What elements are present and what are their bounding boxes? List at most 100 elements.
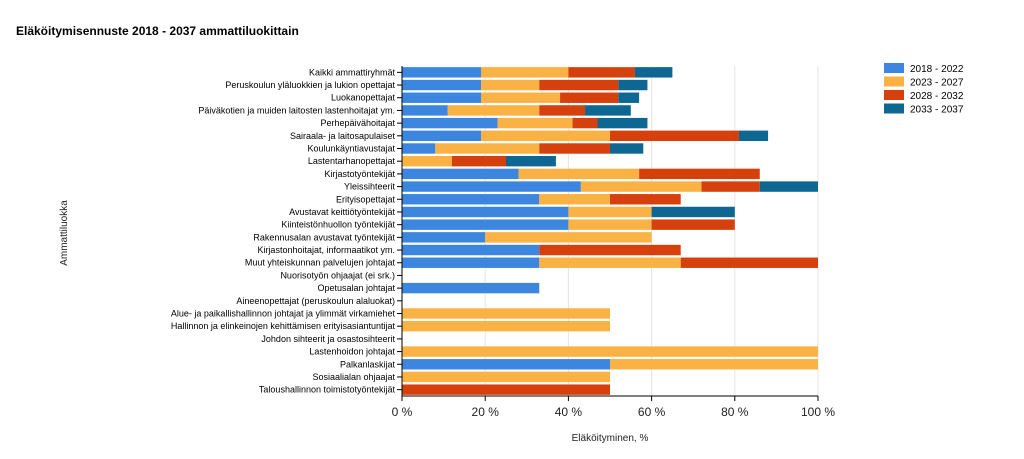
legend-swatch xyxy=(884,76,904,87)
category-label: Avustavat keittiötyöntekijät xyxy=(289,207,395,217)
legend-label: 2023 - 2027 xyxy=(910,78,964,89)
bar-segment xyxy=(402,282,540,294)
bar-segment xyxy=(402,130,482,142)
bar-segment xyxy=(485,232,652,243)
bar-segment xyxy=(580,181,702,192)
bar-segment xyxy=(402,92,482,103)
bar-segment xyxy=(402,155,452,167)
bar-segment xyxy=(568,67,635,78)
bar-segment xyxy=(402,371,610,383)
category-label: Päiväkotien ja muiden laitosten lastenho… xyxy=(198,105,395,115)
category-label: Sosiaalialan ohjaajat xyxy=(312,372,395,382)
category-label: Aineenopettajat (peruskoulun alaluokat) xyxy=(236,296,395,306)
bar-segment xyxy=(402,219,569,230)
bar-segment xyxy=(759,181,818,192)
bar-segment xyxy=(402,105,448,116)
bar-segment xyxy=(610,194,681,205)
category-label: Lastenhoidon johtajat xyxy=(309,347,395,357)
category-label: Yleissihteerit xyxy=(344,182,396,192)
x-tick-label: 0 % xyxy=(392,405,413,419)
category-label: Hallinnon ja elinkeinojen kehittämisen e… xyxy=(171,321,396,331)
bar-segment xyxy=(568,219,652,230)
bar-segment xyxy=(402,308,610,319)
x-tick-label: 20 % xyxy=(472,405,500,419)
bar-segment xyxy=(481,79,540,91)
legend: 2018 - 2022 2023 - 2027 2028 - 2032 2033 - … xyxy=(884,63,964,116)
bar-segment xyxy=(610,359,818,370)
category-label: Palkanlaskijat xyxy=(340,359,396,369)
x-tick-label: 40 % xyxy=(555,405,583,419)
bar-segment xyxy=(572,117,598,129)
category-labels: Kaikki ammattiryhmät Peruskoulun yläluokk… xyxy=(171,67,396,394)
bar-segment xyxy=(402,181,581,192)
bars-layer xyxy=(402,67,818,395)
bar-segment xyxy=(651,206,735,218)
legend-swatch xyxy=(884,63,904,73)
category-label: Opetusalan johtajat xyxy=(317,283,395,293)
bar-segment xyxy=(402,194,540,205)
bar-segment xyxy=(402,79,482,91)
bar-segment xyxy=(738,130,769,142)
bar-segment xyxy=(539,257,681,268)
bar-segment xyxy=(539,79,619,91)
bar-segment xyxy=(447,105,540,116)
category-label: Koulunkäyntiavustajat xyxy=(307,144,395,154)
bar-segment xyxy=(651,219,735,230)
bar-segment xyxy=(634,67,673,78)
bar-segment xyxy=(585,105,631,116)
bar-segment xyxy=(560,92,619,103)
bar-segment xyxy=(539,244,681,256)
bar-segment xyxy=(701,181,760,192)
category-label: Sairaala- ja laitosapulaiset xyxy=(290,131,396,141)
category-label: Peruskoulun yläluokkien ja lukion opetta… xyxy=(225,80,395,90)
bar-segment xyxy=(402,244,540,256)
category-label: Perhepäivähoitajat xyxy=(320,118,395,128)
bar-segment xyxy=(402,232,486,243)
bar-segment xyxy=(568,206,652,218)
bar-segment xyxy=(402,168,519,180)
category-label: Nuorisotyön ohjaajat (ei srk.) xyxy=(280,270,395,280)
bar-segment xyxy=(402,206,569,218)
bar-segment xyxy=(481,92,561,103)
x-axis-title: Eläköityminen, % xyxy=(572,433,649,444)
bar-segment xyxy=(680,257,818,268)
category-label: Lastentarhanopettajat xyxy=(308,156,396,166)
category-label: Kirjastonhoitajat, informaatikot ym. xyxy=(257,245,395,255)
bar-segment xyxy=(618,92,640,103)
category-label: Kiinteistönhuollon työntekijät xyxy=(281,220,395,230)
bar-segment xyxy=(539,105,586,116)
legend-label: 2033 - 2037 xyxy=(910,105,964,116)
category-label: Rakennusalan avustavat työntekijät xyxy=(253,232,395,242)
bar-segment xyxy=(518,168,640,180)
bar-segment xyxy=(402,67,482,78)
chart-title: Eläköitymisennuste 2018 - 2037 ammattilu… xyxy=(16,24,299,38)
bar-segment xyxy=(435,143,540,154)
category-label: Erityisopettajat xyxy=(336,194,396,204)
bar-segment xyxy=(402,257,540,268)
bar-segment xyxy=(402,346,818,357)
category-label: Johdon sihteerit ja osastosihteerit xyxy=(261,334,395,344)
bar-segment xyxy=(402,384,610,395)
x-tick-label: 60 % xyxy=(638,405,666,419)
bar-segment xyxy=(618,79,648,91)
x-tick-label: 80 % xyxy=(721,405,749,419)
x-tick-labels: 0 % 20 % 40 % 60 % 80 % 100 % xyxy=(392,405,836,419)
bar-segment xyxy=(402,320,610,332)
bar-segment xyxy=(539,143,610,154)
bar-segment xyxy=(402,143,436,154)
category-label: Luokanopettajat xyxy=(331,93,396,103)
category-label: Taloushallinnon toimistotyöntekijät xyxy=(259,385,396,395)
legend-label: 2028 - 2032 xyxy=(910,91,964,102)
axis-layer xyxy=(397,66,819,401)
bar-segment xyxy=(639,168,760,180)
legend-swatch xyxy=(884,103,904,114)
category-label: Kirjastotyöntekijät xyxy=(324,169,395,179)
bar-segment xyxy=(539,194,610,205)
legend-label: 2018 - 2022 xyxy=(910,64,964,75)
category-label: Alue- ja paikallishallinnon johtajat ja … xyxy=(171,309,396,319)
bar-segment xyxy=(481,130,610,142)
bar-segment xyxy=(610,143,644,154)
bar-segment xyxy=(597,117,648,129)
bar-segment xyxy=(481,67,569,78)
